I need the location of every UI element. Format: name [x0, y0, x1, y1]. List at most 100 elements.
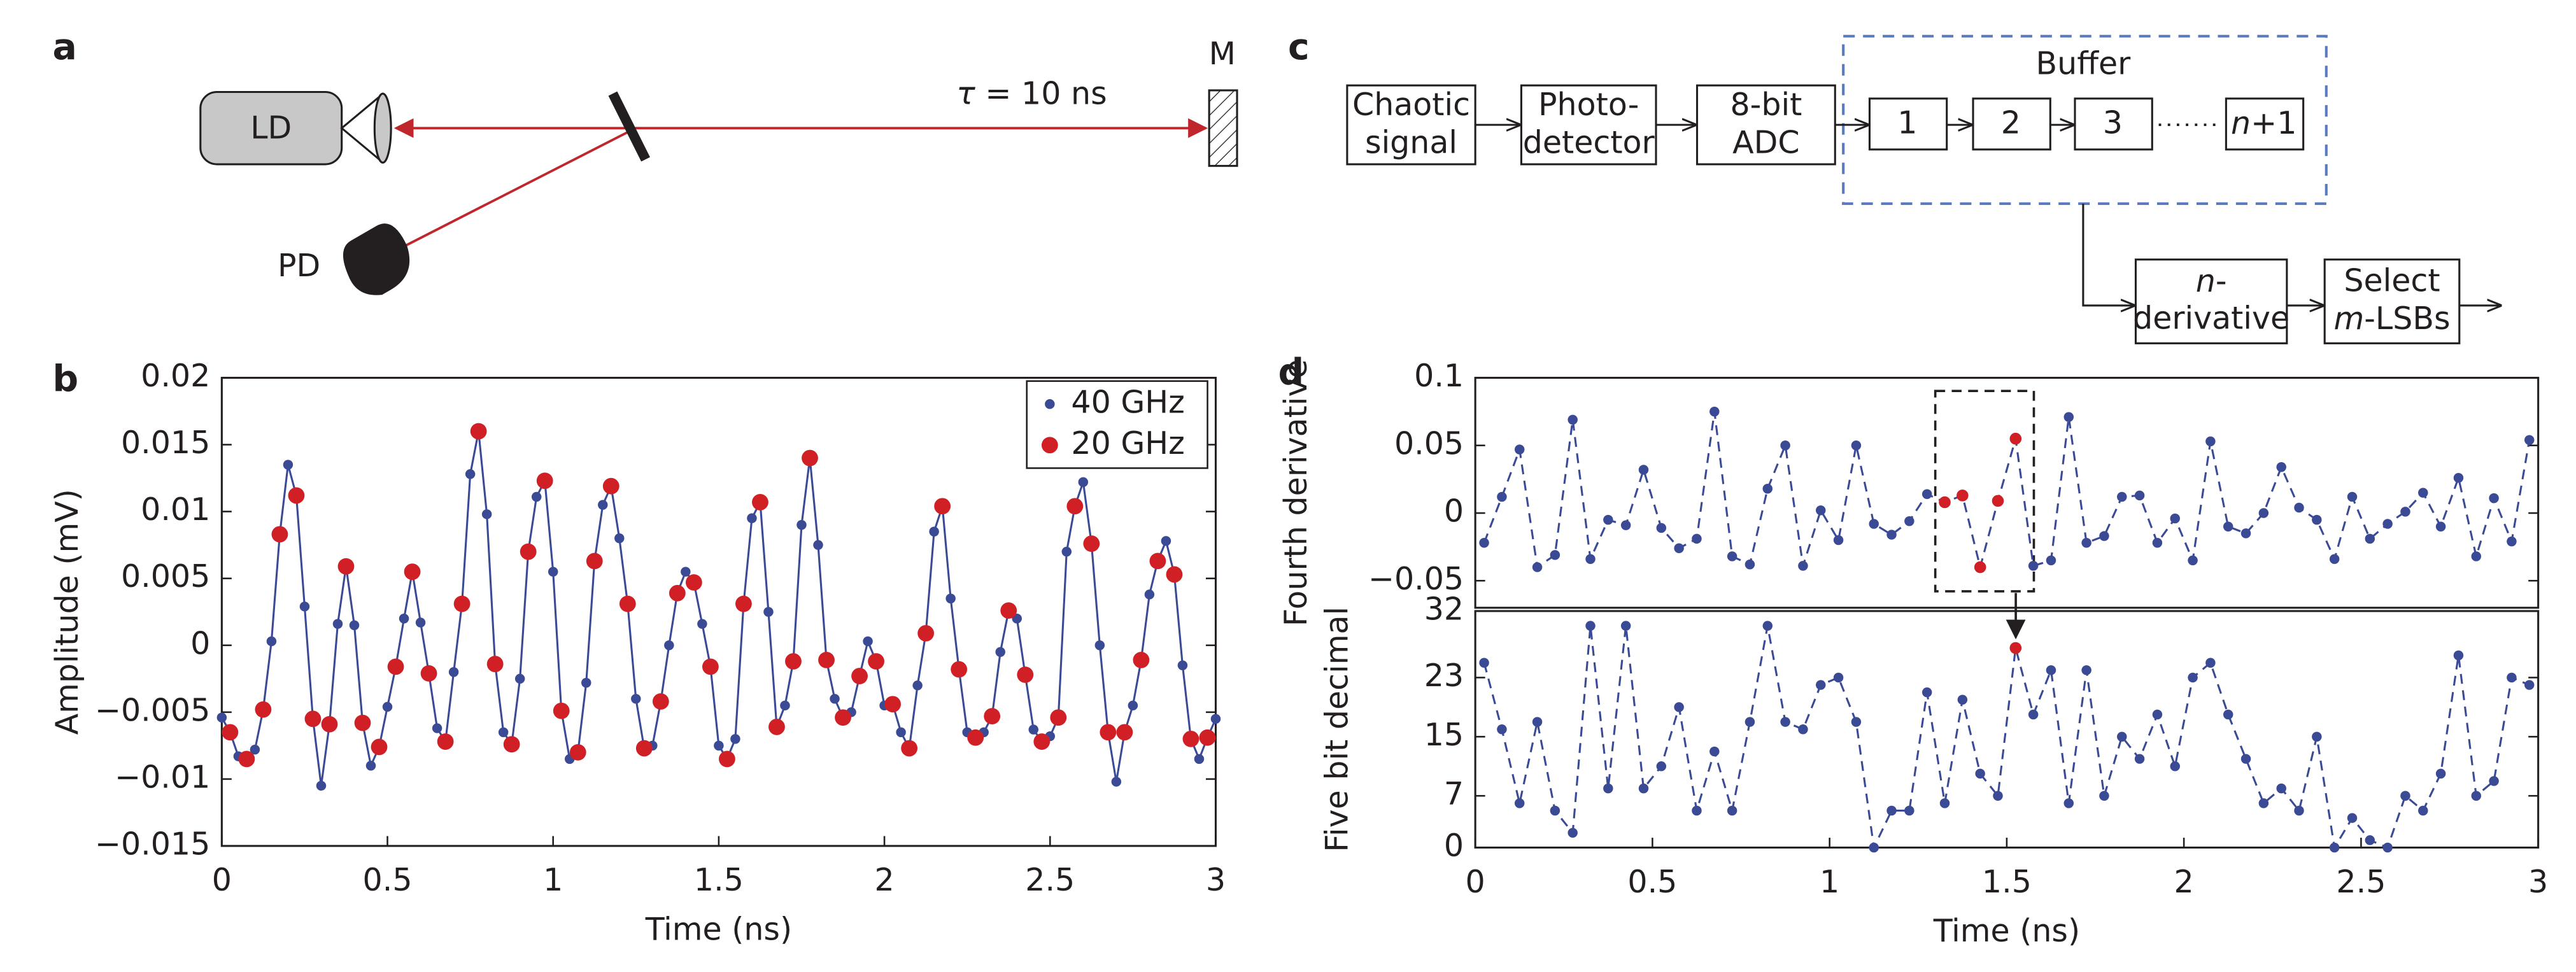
x-tick-label: 1.5	[1982, 863, 2032, 900]
data-point	[1744, 560, 1755, 570]
data-point	[1514, 444, 1525, 454]
data-point	[1000, 602, 1017, 619]
data-point	[1100, 724, 1117, 741]
setup-diagram: LD M τ = 10 ns PD	[199, 35, 1238, 295]
data-point	[1620, 520, 1631, 530]
data-point	[714, 740, 724, 751]
data-point	[818, 651, 835, 668]
data-point	[569, 743, 586, 761]
series-line	[1483, 625, 2530, 851]
data-point	[2063, 412, 2074, 422]
block-text: ADC	[1732, 124, 1799, 161]
data-point	[2507, 672, 2517, 683]
y-tick-label: −0.05	[1368, 560, 1464, 597]
data-point	[2258, 508, 2269, 518]
y-tick-label: 0	[190, 624, 210, 661]
data-point	[2294, 805, 2304, 816]
x-tick-label: 2.5	[1025, 861, 1075, 898]
data-point	[2489, 776, 2499, 786]
data-point	[2152, 538, 2163, 548]
data-point	[2223, 521, 2233, 532]
legend-label: 20 GHz	[1071, 425, 1185, 461]
block-text: n-	[2196, 262, 2227, 299]
block	[2323, 258, 2461, 344]
data-point	[2170, 513, 2180, 524]
data-point	[780, 700, 790, 711]
data-point	[619, 595, 636, 612]
data-point	[2524, 435, 2535, 446]
data-point	[1744, 717, 1755, 727]
x-tick-label: 0	[1466, 863, 1485, 900]
data-point	[863, 636, 873, 647]
data-point	[2099, 791, 2109, 801]
data-point	[2099, 531, 2109, 541]
data-point	[2009, 432, 2022, 445]
y-tick-label: 0.05	[1394, 425, 1464, 461]
data-point	[1078, 477, 1089, 488]
data-point	[1939, 798, 1950, 808]
data-point	[851, 668, 868, 684]
data-point	[1166, 566, 1183, 583]
data-point	[1656, 761, 1667, 771]
data-point	[1497, 491, 1507, 502]
data-point	[1161, 536, 1171, 546]
data-point	[1116, 724, 1133, 741]
data-point	[1603, 783, 1613, 794]
block-text: detector	[1523, 124, 1655, 161]
data-point	[664, 640, 674, 651]
x-tick-label: 1	[543, 861, 563, 898]
data-point	[2170, 761, 2180, 771]
data-point	[1886, 805, 1897, 816]
data-point	[238, 750, 255, 768]
data-point	[404, 563, 421, 581]
data-point	[531, 491, 542, 502]
data-point	[1568, 414, 1578, 425]
data-point	[1532, 562, 1543, 572]
data-point	[747, 513, 757, 523]
y-tick-label: −0.015	[95, 825, 210, 862]
data-point	[2435, 768, 2446, 779]
data-point	[1033, 733, 1051, 750]
data-point	[2418, 488, 2428, 498]
y-tick-label: −0.01	[115, 758, 210, 795]
data-point	[1851, 717, 1862, 727]
data-point	[2524, 680, 2535, 690]
data-point	[1886, 530, 1897, 540]
data-point	[1851, 440, 1862, 451]
data-point	[1083, 535, 1100, 552]
data-point	[1957, 490, 1969, 502]
data-point	[2365, 835, 2375, 845]
data-point	[1709, 746, 1720, 757]
y-tick-label: 0.02	[141, 357, 210, 394]
data-point	[2081, 538, 2091, 548]
cell-text: n+1	[2231, 104, 2296, 141]
data-point	[1869, 519, 1879, 529]
plot-area	[1479, 406, 2535, 574]
data-point	[2063, 798, 2074, 808]
block-text: signal	[1365, 124, 1457, 161]
data-point	[553, 702, 570, 719]
panel-label: c	[1288, 26, 1310, 68]
data-point	[1194, 754, 1205, 764]
y-tick-label: 0	[1444, 827, 1464, 864]
block-text: Select	[2344, 262, 2440, 299]
data-point	[332, 619, 343, 629]
data-point	[1066, 498, 1084, 515]
data-point	[2240, 528, 2251, 539]
block-diagram: Chaotic signal Photo- detector 8-bit ADC…	[1346, 34, 2500, 344]
data-point	[967, 729, 984, 746]
data-point	[1638, 465, 1649, 475]
data-point	[1182, 730, 1200, 747]
data-point	[1149, 553, 1166, 570]
x-tick-label: 1.5	[694, 861, 744, 898]
data-point	[1585, 554, 1596, 565]
data-point	[719, 750, 735, 768]
data-point	[2418, 805, 2428, 816]
x-tick-label: 3	[1206, 861, 1226, 898]
data-point	[586, 553, 603, 570]
y-tick-label: 7	[1444, 775, 1464, 812]
data-point	[796, 519, 807, 530]
x-tick-label: 3	[2528, 863, 2548, 900]
data-point	[1177, 660, 1188, 671]
reflected-beam	[397, 130, 630, 251]
